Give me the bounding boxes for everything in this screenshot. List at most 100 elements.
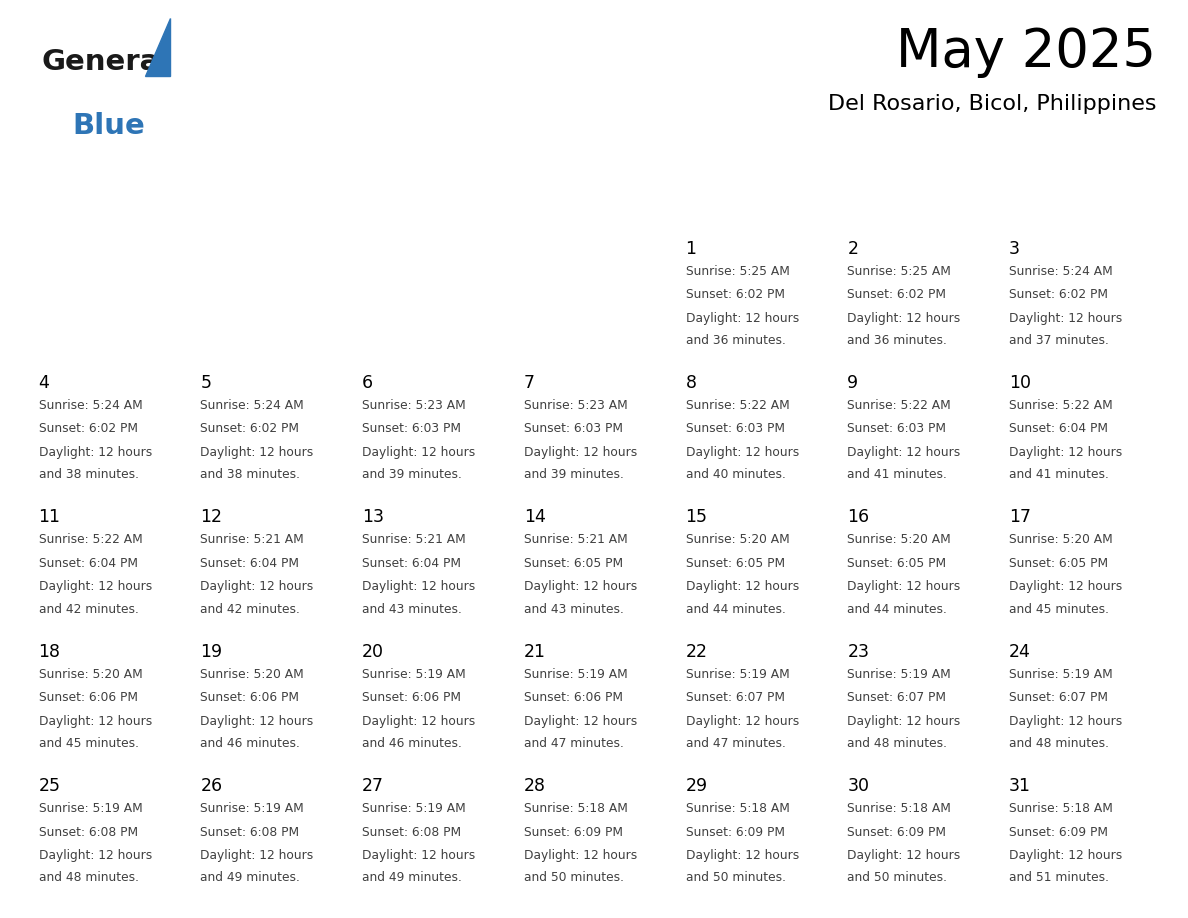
Text: and 42 minutes.: and 42 minutes. [201,602,301,615]
Text: Sunset: 6:04 PM: Sunset: 6:04 PM [38,557,138,570]
Text: Sunset: 6:04 PM: Sunset: 6:04 PM [362,557,461,570]
Text: Daylight: 12 hours: Daylight: 12 hours [1009,311,1123,325]
Text: and 39 minutes.: and 39 minutes. [524,468,624,481]
Text: and 48 minutes.: and 48 minutes. [847,737,947,750]
Text: Daylight: 12 hours: Daylight: 12 hours [201,580,314,593]
Text: Daylight: 12 hours: Daylight: 12 hours [524,580,637,593]
Text: Daylight: 12 hours: Daylight: 12 hours [685,311,798,325]
Text: Daylight: 12 hours: Daylight: 12 hours [685,580,798,593]
Text: Thursday: Thursday [688,196,778,214]
Text: Sunset: 6:08 PM: Sunset: 6:08 PM [38,825,138,839]
Text: Daylight: 12 hours: Daylight: 12 hours [524,715,637,728]
Text: Sunrise: 5:25 AM: Sunrise: 5:25 AM [685,264,789,277]
Text: 4: 4 [38,374,50,392]
Text: and 38 minutes.: and 38 minutes. [201,468,301,481]
Text: Sunset: 6:02 PM: Sunset: 6:02 PM [1009,288,1108,301]
Text: and 51 minutes.: and 51 minutes. [1009,871,1108,884]
Text: Sunrise: 5:20 AM: Sunrise: 5:20 AM [201,667,304,680]
Text: 2: 2 [847,240,858,258]
Text: and 49 minutes.: and 49 minutes. [201,871,301,884]
Text: May 2025: May 2025 [896,26,1156,78]
Text: Sunset: 6:02 PM: Sunset: 6:02 PM [685,288,784,301]
Text: Sunset: 6:07 PM: Sunset: 6:07 PM [685,691,784,704]
Text: Tuesday: Tuesday [365,196,444,214]
Text: 23: 23 [847,643,870,661]
Text: Sunrise: 5:18 AM: Sunrise: 5:18 AM [847,802,952,815]
Text: Sunrise: 5:23 AM: Sunrise: 5:23 AM [524,399,627,412]
Text: Sunset: 6:09 PM: Sunset: 6:09 PM [524,825,623,839]
Text: 13: 13 [362,509,384,526]
Text: and 41 minutes.: and 41 minutes. [1009,468,1108,481]
Text: Daylight: 12 hours: Daylight: 12 hours [201,715,314,728]
Text: and 43 minutes.: and 43 minutes. [524,602,624,615]
Text: Daylight: 12 hours: Daylight: 12 hours [685,446,798,459]
Text: 19: 19 [201,643,222,661]
Text: Wednesday: Wednesday [526,196,639,214]
Text: Sunrise: 5:19 AM: Sunrise: 5:19 AM [38,802,143,815]
Text: Sunrise: 5:20 AM: Sunrise: 5:20 AM [685,533,789,546]
Text: Sunrise: 5:22 AM: Sunrise: 5:22 AM [847,399,952,412]
Text: and 37 minutes.: and 37 minutes. [1009,334,1108,347]
Text: Daylight: 12 hours: Daylight: 12 hours [362,446,475,459]
Text: Sunset: 6:09 PM: Sunset: 6:09 PM [847,825,947,839]
Text: Daylight: 12 hours: Daylight: 12 hours [362,715,475,728]
Text: 31: 31 [1009,778,1031,795]
Text: 27: 27 [362,778,384,795]
Text: and 39 minutes.: and 39 minutes. [362,468,462,481]
Text: Sunrise: 5:19 AM: Sunrise: 5:19 AM [201,802,304,815]
Text: and 43 minutes.: and 43 minutes. [362,602,462,615]
Text: 1: 1 [685,240,696,258]
Text: and 47 minutes.: and 47 minutes. [524,737,624,750]
Text: Sunrise: 5:19 AM: Sunrise: 5:19 AM [847,667,952,680]
Text: Sunset: 6:03 PM: Sunset: 6:03 PM [524,422,623,435]
Text: and 36 minutes.: and 36 minutes. [685,334,785,347]
Text: and 40 minutes.: and 40 minutes. [685,468,785,481]
Text: 25: 25 [38,778,61,795]
Text: Sunrise: 5:22 AM: Sunrise: 5:22 AM [1009,399,1113,412]
Text: Daylight: 12 hours: Daylight: 12 hours [685,849,798,862]
Text: and 44 minutes.: and 44 minutes. [685,602,785,615]
Text: Daylight: 12 hours: Daylight: 12 hours [685,715,798,728]
Text: Sunset: 6:04 PM: Sunset: 6:04 PM [1009,422,1108,435]
Text: 11: 11 [38,509,61,526]
Text: Sunset: 6:03 PM: Sunset: 6:03 PM [847,422,947,435]
Text: Sunset: 6:06 PM: Sunset: 6:06 PM [362,691,461,704]
Text: Sunset: 6:03 PM: Sunset: 6:03 PM [685,422,784,435]
Text: Sunrise: 5:24 AM: Sunrise: 5:24 AM [201,399,304,412]
Text: Sunrise: 5:21 AM: Sunrise: 5:21 AM [362,533,466,546]
Text: 28: 28 [524,778,545,795]
Text: Daylight: 12 hours: Daylight: 12 hours [847,311,961,325]
Text: 16: 16 [847,509,870,526]
Text: Sunrise: 5:19 AM: Sunrise: 5:19 AM [362,667,466,680]
Text: Daylight: 12 hours: Daylight: 12 hours [847,715,961,728]
Text: 8: 8 [685,374,696,392]
Text: Sunset: 6:03 PM: Sunset: 6:03 PM [362,422,461,435]
Text: Daylight: 12 hours: Daylight: 12 hours [524,849,637,862]
Text: and 46 minutes.: and 46 minutes. [201,737,301,750]
Text: 21: 21 [524,643,545,661]
Text: Daylight: 12 hours: Daylight: 12 hours [362,580,475,593]
Text: Sunrise: 5:19 AM: Sunrise: 5:19 AM [362,802,466,815]
Text: Sunset: 6:05 PM: Sunset: 6:05 PM [685,557,784,570]
Text: and 45 minutes.: and 45 minutes. [38,737,139,750]
Text: and 46 minutes.: and 46 minutes. [362,737,462,750]
Text: Sunrise: 5:20 AM: Sunrise: 5:20 AM [1009,533,1113,546]
Text: 30: 30 [847,778,870,795]
Text: Daylight: 12 hours: Daylight: 12 hours [38,715,152,728]
Text: Sunset: 6:07 PM: Sunset: 6:07 PM [1009,691,1108,704]
Text: and 48 minutes.: and 48 minutes. [1009,737,1108,750]
Text: 10: 10 [1009,374,1031,392]
Text: and 50 minutes.: and 50 minutes. [847,871,947,884]
Text: Daylight: 12 hours: Daylight: 12 hours [1009,446,1123,459]
Text: 18: 18 [38,643,61,661]
Text: and 48 minutes.: and 48 minutes. [38,871,139,884]
Polygon shape [145,18,170,76]
Text: 20: 20 [362,643,384,661]
Text: Daylight: 12 hours: Daylight: 12 hours [362,849,475,862]
Text: Sunset: 6:06 PM: Sunset: 6:06 PM [201,691,299,704]
Text: Sunset: 6:02 PM: Sunset: 6:02 PM [847,288,947,301]
Text: Sunrise: 5:20 AM: Sunrise: 5:20 AM [38,667,143,680]
Text: and 36 minutes.: and 36 minutes. [847,334,947,347]
Text: 6: 6 [362,374,373,392]
Text: 29: 29 [685,778,708,795]
